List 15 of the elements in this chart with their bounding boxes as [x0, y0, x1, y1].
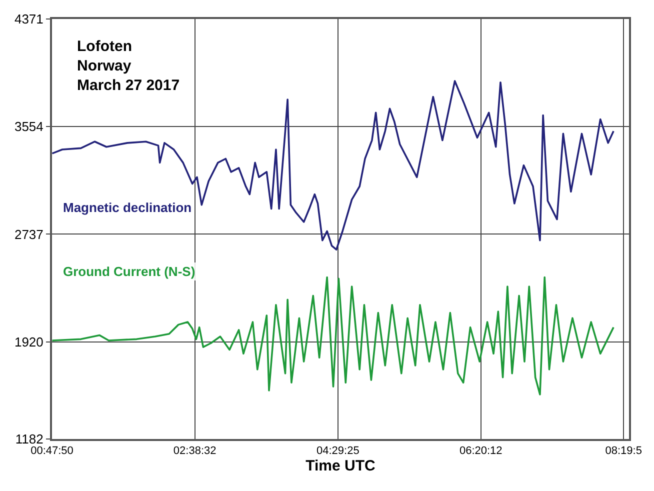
x-tick-label: 00:47:50: [30, 445, 74, 458]
y-tick-label: 3554: [14, 119, 44, 134]
x-tick-label: 02:38:32: [173, 445, 216, 458]
y-tick-label: 4371: [14, 12, 44, 27]
line-series: [52, 80, 614, 251]
x-tick-label: 08:19:5: [605, 445, 642, 458]
y-tick-label: 2737: [14, 226, 44, 242]
y-tick-label: 1920: [14, 334, 44, 350]
x-tick-label: 04:29:25: [316, 445, 360, 458]
text: Ground Current (N-S): [63, 264, 196, 279]
annotation: Lofoten Norway March 27 2017: [77, 38, 180, 94]
x-axis-title: Time UTC: [306, 458, 376, 475]
y-tick-label: 1182: [15, 432, 44, 447]
series-label: Magnetic declination: [63, 200, 192, 215]
x-tick-label: 06:20:12: [459, 445, 502, 458]
